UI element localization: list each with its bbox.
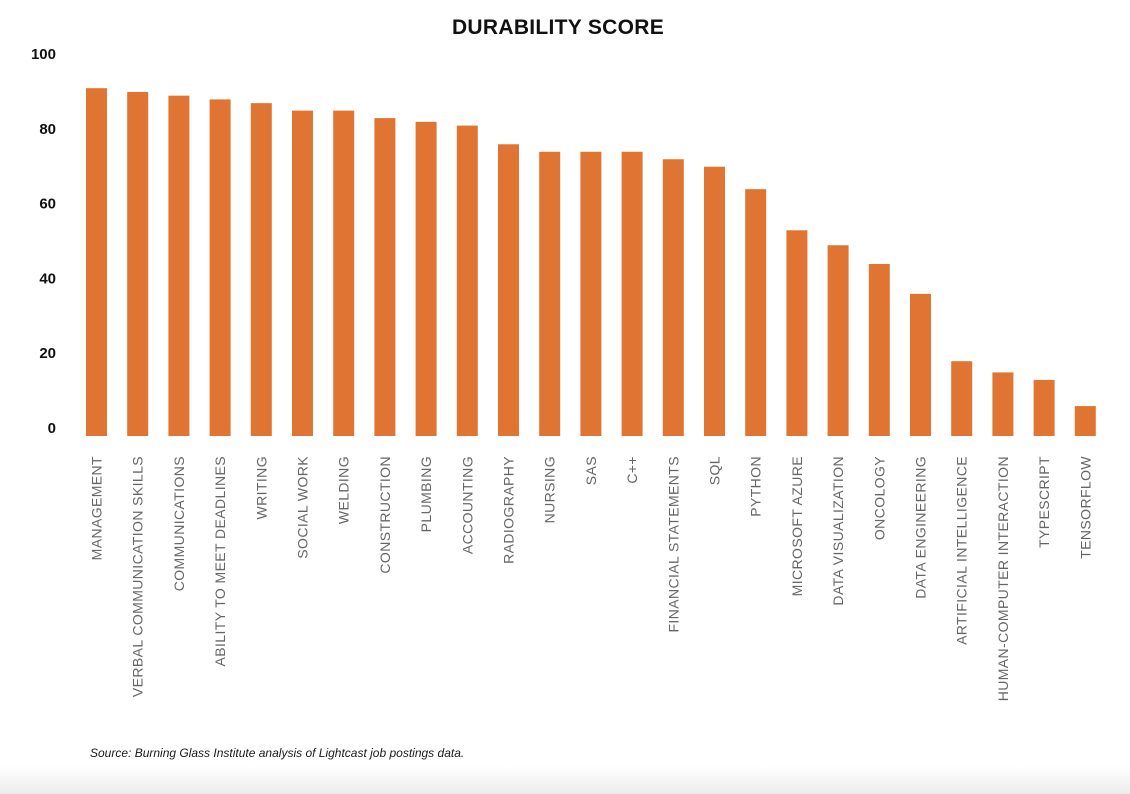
bar-typescript [1033,379,1055,436]
chart-title: DURABILITY SCORE [451,16,665,39]
x-tick-label: SOCIAL WORK [295,456,311,559]
x-tick-label: MANAGEMENT [89,456,105,560]
y-tick-label: 20 [39,345,56,362]
x-tick-label: C++ [624,456,640,484]
bar-accounting [456,125,478,436]
y-tick-label: 60 [39,196,56,213]
bar-data-visualization [827,245,849,436]
bar-sas [580,151,602,436]
bar-management [86,88,107,437]
x-tick-label: PLUMBING [418,456,434,532]
x-tick-label: CONSTRUCTION [377,456,393,574]
bar-human-computer-interaction [992,372,1014,436]
bar-verbal-communication-skills [127,91,149,437]
y-axis: 0 20 40 60 80 100 [31,46,56,437]
x-tick-label: TENSORFLOW [1077,456,1093,559]
y-tick-label: 40 [39,270,56,287]
x-tick-label: SQL [707,456,723,485]
x-axis: MANAGEMENT VERBAL COMMUNICATION SKILLS COM… [89,456,1094,702]
bar-python [745,189,767,436]
bar-plumbing [415,121,437,436]
bar-writing [250,103,272,436]
x-tick-label: WELDING [336,456,352,524]
bar-nursing [539,151,561,436]
bar-financial-statements [662,159,684,437]
x-tick-label: MICROSOFT AZURE [789,456,805,596]
y-tick-label: 80 [39,121,56,138]
bar-c- [621,151,643,436]
bar-artificial-intelligence [951,361,973,436]
bar-sql [704,166,725,436]
x-tick-label: WRITING [253,456,269,519]
bars [86,88,1096,437]
x-tick-label: ONCOLOGY [871,456,887,540]
x-tick-label: FINANCIAL STATEMENTS [665,456,681,633]
x-tick-label: ARTIFICIAL INTELLIGENCE [954,456,970,645]
x-tick-label: NURSING [542,456,558,523]
bar-construction [374,118,396,436]
x-tick-label: HUMAN-COMPUTER INTERACTION [995,456,1011,701]
x-tick-label: PYTHON [748,456,764,517]
x-tick-label: DATA VISUALIZATION [830,456,846,606]
x-tick-label: TYPESCRIPT [1036,456,1052,548]
x-tick-label: COMMUNICATIONS [171,456,187,591]
bar-communications [168,95,190,436]
bar-oncology [868,263,890,436]
bar-tensorflow [1074,406,1096,436]
x-tick-label: VERBAL COMMUNICATION SKILLS [130,456,146,697]
y-tick-label: 100 [31,46,56,63]
source-note: Source: Burning Glass Institute analysis… [90,746,465,760]
x-tick-label: ACCOUNTING [459,456,475,554]
bottom-fade [0,766,1130,794]
bar-microsoft-azure [786,230,808,436]
x-tick-label: RADIOGRAPHY [501,456,517,564]
x-tick-label: ABILITY TO MEET DEADLINES [212,456,228,666]
bar-ability-to-meet-deadlines [209,99,231,437]
y-tick-label: 0 [48,420,56,437]
bar-social-work [292,110,313,437]
bar-radiography [498,144,519,436]
x-tick-label: SAS [583,456,599,485]
x-tick-label: DATA ENGINEERING [913,456,929,599]
bar-welding [333,110,355,437]
bar-data-engineering [910,293,931,436]
